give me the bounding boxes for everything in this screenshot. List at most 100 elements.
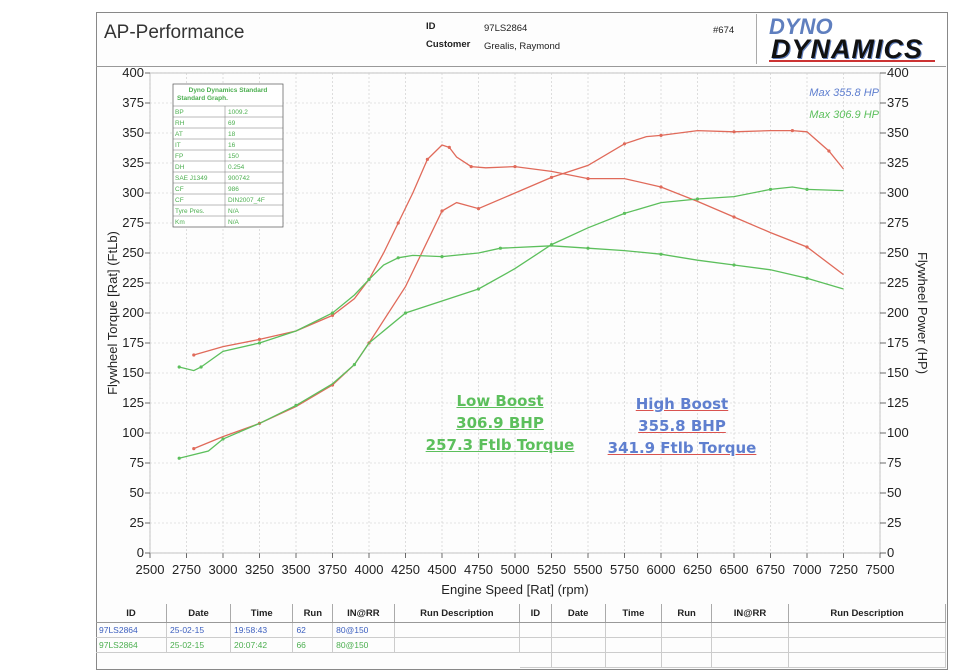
- run-cell-empty: [788, 622, 946, 638]
- y-tick-label: 350: [122, 125, 144, 140]
- series-point: [469, 165, 473, 169]
- y2-tick-label: 350: [887, 125, 909, 140]
- runs-header-id: ID: [520, 604, 552, 623]
- x-tick-label: 5250: [537, 562, 566, 577]
- correction-table-frame: [172, 83, 284, 228]
- correction-row-key: CF: [175, 186, 184, 193]
- correction-row-key: Km: [175, 219, 185, 226]
- y-tick-label: 225: [122, 275, 144, 290]
- run-cell-empty: [551, 622, 606, 638]
- y2-tick-label: 300: [887, 185, 909, 200]
- y-tick-label: 300: [122, 185, 144, 200]
- series-point: [659, 252, 663, 256]
- correction-row-value: 986: [228, 186, 239, 193]
- correction-row-key: Tyre Pres.: [175, 208, 205, 215]
- run-cell-empty: [605, 652, 663, 668]
- run-cell: 97LS2864: [96, 622, 168, 638]
- series-point: [192, 447, 196, 451]
- correction-row-value: N/A: [228, 219, 240, 226]
- series-point: [177, 365, 181, 369]
- high-boost-torque: 341.9 Ftlb Torque: [607, 439, 757, 457]
- correction-table-title: Dyno Dynamics Standard: [189, 87, 268, 94]
- x-tick-label: 3250: [245, 562, 274, 577]
- high-boost-annotation: High Boost 355.8 BHP 341.9 Ftlb Torque: [598, 395, 766, 457]
- y2-tick-label: 325: [887, 155, 909, 170]
- max-label: Max 355.8 HP: [809, 87, 879, 99]
- y-tick-label: 275: [122, 215, 144, 230]
- y2-tick-label: 100: [887, 425, 909, 440]
- series-point: [257, 341, 262, 345]
- series-point: [732, 215, 736, 219]
- x-tick-label: 6500: [720, 562, 749, 577]
- run-cell-empty: [661, 652, 712, 668]
- run-row-empty: [520, 622, 946, 638]
- id-value: 97LS2864: [484, 23, 528, 34]
- y2-tick-label: 200: [887, 305, 909, 320]
- run-row[interactable]: 97LS2864 25-02-15 19:58:43 62 80@150: [96, 622, 521, 638]
- series-point: [221, 437, 225, 441]
- run-cell: 80@150: [332, 637, 395, 653]
- y-tick-label: 25: [130, 515, 144, 530]
- run-cell-empty: [788, 652, 946, 668]
- y2-tick-label: 0: [887, 545, 894, 560]
- x-tick-label: 3500: [282, 562, 311, 577]
- run-cell: 97LS2864: [96, 637, 168, 653]
- y2-axis-label: Flywheel Power (HP): [915, 252, 930, 374]
- y2-tick-label: 175: [887, 335, 909, 350]
- run-cell: 25-02-15: [166, 637, 231, 653]
- y-tick-label: 400: [122, 65, 144, 80]
- correction-row-value: 69: [228, 120, 236, 127]
- sheet-number: #674: [713, 25, 735, 36]
- series-point: [659, 185, 663, 189]
- series-line: [193, 129, 845, 450]
- series-point: [805, 187, 809, 191]
- run-cell-empty: [711, 622, 790, 638]
- series-point: [440, 209, 444, 213]
- y-tick-label: 325: [122, 155, 144, 170]
- dyno-dynamics-logo: DYNO DYNAMICS: [756, 14, 947, 64]
- run-cell-empty: [661, 637, 712, 653]
- x-tick-label: 6000: [647, 562, 676, 577]
- series-point: [476, 287, 481, 291]
- series-point: [805, 245, 809, 249]
- series-point: [177, 456, 181, 460]
- series-line: [179, 186, 844, 459]
- runs-header-date: Date: [166, 604, 231, 623]
- y2-tick-label: 225: [887, 275, 909, 290]
- series-point: [447, 145, 451, 149]
- runs-header-run: Run: [292, 604, 334, 623]
- series-point: [732, 130, 736, 134]
- run-cell-empty: [520, 622, 552, 638]
- correction-row-key: BP: [175, 109, 184, 116]
- series-point: [403, 311, 408, 315]
- x-tick-label: 2750: [172, 562, 201, 577]
- y-tick-label: 125: [122, 395, 144, 410]
- series-point: [768, 187, 773, 191]
- x-tick-label: 5500: [574, 562, 603, 577]
- correction-table-subtitle: Standard Graph.: [177, 95, 228, 102]
- customer-value: Grealis, Raymond: [484, 41, 561, 52]
- series-point: [330, 311, 335, 315]
- series-point: [330, 313, 335, 317]
- series-point: [622, 211, 627, 215]
- x-tick-label: 4000: [355, 562, 384, 577]
- correction-row-key: DH: [175, 164, 185, 171]
- run-cell-empty: [661, 622, 712, 638]
- runs-table-right: ID Date Time Run IN@RR Run Description: [520, 604, 946, 668]
- series-point: [513, 165, 517, 169]
- y-tick-label: 375: [122, 95, 144, 110]
- series-point: [440, 255, 444, 259]
- runs-header-in-rr: IN@RR: [711, 604, 790, 623]
- run-row[interactable]: 97LS2864 25-02-15 20:07:42 66 80@150: [96, 637, 521, 653]
- series-point: [827, 149, 831, 153]
- series-point: [498, 246, 502, 250]
- x-tick-label: 6750: [756, 562, 785, 577]
- run-cell-empty: [711, 637, 790, 653]
- correction-row-value: 18: [228, 131, 236, 138]
- run-cell: [394, 622, 521, 638]
- x-tick-label: 5000: [501, 562, 530, 577]
- correction-row-value: 900742: [228, 175, 250, 182]
- y-tick-label: 75: [130, 455, 144, 470]
- high-boost-title: High Boost: [635, 395, 729, 413]
- x-tick-label: 4250: [391, 562, 420, 577]
